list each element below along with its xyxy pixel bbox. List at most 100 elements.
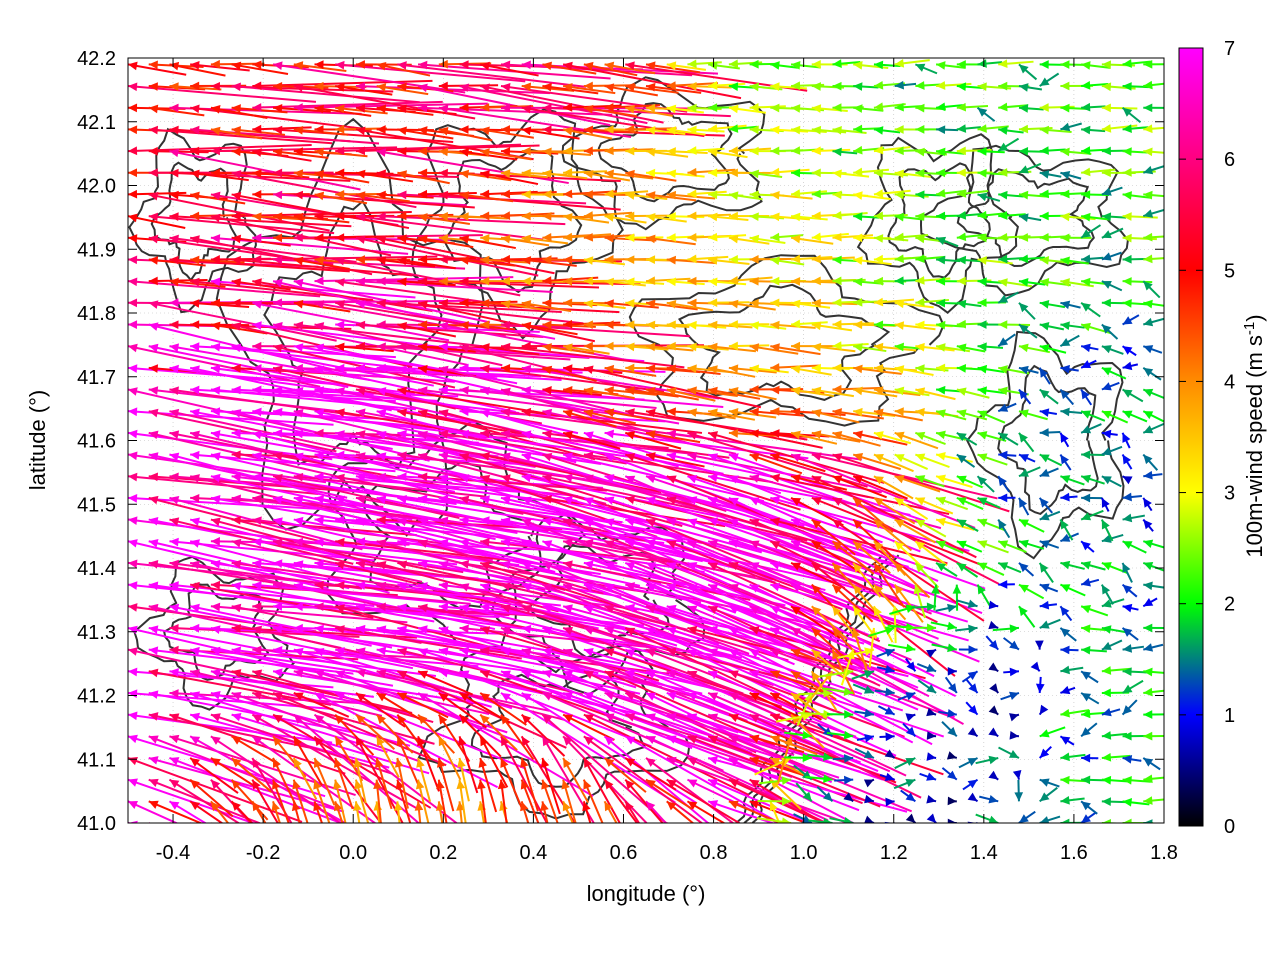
wind-vector-head	[708, 190, 718, 200]
wind-vector	[417, 603, 605, 645]
wind-vector-head	[666, 452, 677, 461]
wind-vector-head	[708, 606, 719, 614]
wind-vector	[749, 169, 783, 179]
wind-vector-shaft	[811, 518, 856, 556]
wind-vector	[1039, 815, 1061, 823]
wind-vector	[811, 540, 861, 574]
wind-vector-head	[355, 668, 366, 678]
wind-vector-head	[128, 429, 138, 439]
wind-vector-head	[604, 299, 614, 308]
wind-vector-head	[210, 430, 221, 439]
wind-vector-head	[438, 385, 449, 395]
wind-vector-head	[927, 623, 937, 633]
wind-vector	[1018, 254, 1046, 264]
wind-vector-head	[314, 647, 325, 657]
wind-vector-head	[885, 732, 895, 742]
wind-vector-shaft	[520, 713, 566, 757]
wind-vector-head	[832, 384, 842, 394]
wind-vector-head	[190, 104, 200, 114]
wind-vector-head	[666, 779, 677, 789]
wind-vector-head	[956, 540, 967, 549]
wind-vector	[931, 643, 957, 653]
wind-vector-head	[355, 581, 366, 590]
wind-vector-head	[459, 538, 470, 548]
wind-vector	[1039, 388, 1059, 405]
wind-vector-head	[1008, 750, 1019, 758]
wind-vector-head	[853, 407, 863, 417]
wind-vector-head	[936, 211, 946, 221]
wind-vector-head	[252, 254, 262, 264]
wind-vector-shaft	[314, 670, 508, 734]
wind-vector-head	[967, 671, 978, 680]
wind-vector	[831, 518, 985, 622]
wind-vector-head	[376, 625, 387, 634]
wind-vector-head	[770, 407, 780, 416]
wind-vector	[562, 713, 615, 741]
wind-vector-head	[231, 322, 242, 331]
wind-vector-head	[542, 823, 550, 833]
wind-vector	[946, 751, 958, 760]
wind-vector	[230, 757, 273, 793]
wind-vector-head	[666, 756, 677, 766]
wind-vector-head	[459, 474, 470, 483]
wind-vector-head	[438, 474, 449, 483]
wind-vector	[376, 452, 578, 503]
wind-vector-head	[231, 646, 242, 656]
wind-vector	[210, 822, 213, 823]
wind-vector-head	[625, 431, 636, 440]
wind-vector-head	[687, 474, 698, 484]
wind-vector-head	[728, 453, 739, 462]
wind-vector	[376, 822, 378, 823]
wind-vector-head	[1039, 125, 1050, 135]
wind-vector-head	[418, 517, 428, 526]
wind-vector-head	[728, 605, 739, 614]
wind-vector-head	[500, 452, 511, 461]
wind-vector-shaft	[396, 714, 432, 761]
wind-vector-head	[1009, 667, 1019, 677]
wind-vector	[1039, 170, 1062, 179]
wind-vector	[1039, 322, 1065, 331]
wind-vector-head	[190, 581, 200, 591]
wind-vector-shaft	[687, 757, 829, 823]
wind-vector	[459, 235, 516, 250]
wind-vector-head	[148, 146, 158, 156]
wind-vector-head	[770, 343, 780, 352]
wind-vector	[397, 170, 450, 185]
wind-vector-shaft	[438, 431, 627, 465]
wind-vector-head	[438, 321, 449, 331]
wind-vector	[832, 59, 861, 68]
wind-vector-head	[314, 580, 324, 590]
wind-vector-head	[646, 604, 656, 614]
wind-vector-head	[397, 647, 408, 656]
wind-vector-shaft	[479, 779, 487, 823]
wind-vector-head	[500, 670, 511, 679]
wind-vector-head	[926, 772, 937, 781]
wind-vector-head	[1018, 190, 1029, 200]
wind-vector	[396, 714, 432, 761]
wind-vector	[997, 540, 1027, 554]
wind-vector-head	[252, 341, 262, 351]
wind-vector-head	[584, 823, 592, 833]
wind-vector-head	[894, 146, 904, 156]
wind-vector-head	[499, 823, 507, 833]
wind-vector-shaft	[148, 128, 333, 145]
wind-vector	[210, 800, 230, 823]
wind-vector-head	[770, 256, 780, 266]
wind-vector-shaft	[376, 215, 566, 226]
wind-vector	[749, 343, 799, 355]
wind-vector	[977, 386, 1005, 395]
wind-vector-head	[873, 364, 884, 373]
wind-vector	[873, 431, 912, 445]
wind-vector-head	[210, 191, 221, 201]
wind-vector	[687, 408, 736, 420]
wind-vector-shaft	[542, 106, 731, 118]
wind-vector	[873, 562, 905, 608]
wind-vector	[562, 583, 750, 655]
wind-vector	[956, 102, 989, 112]
wind-vector-shaft	[645, 496, 842, 566]
wind-vector-head	[646, 212, 656, 222]
wind-vector	[728, 778, 827, 823]
wind-vector-shaft	[770, 518, 948, 565]
wind-vector	[893, 562, 931, 599]
wind-vector-head	[252, 714, 263, 723]
